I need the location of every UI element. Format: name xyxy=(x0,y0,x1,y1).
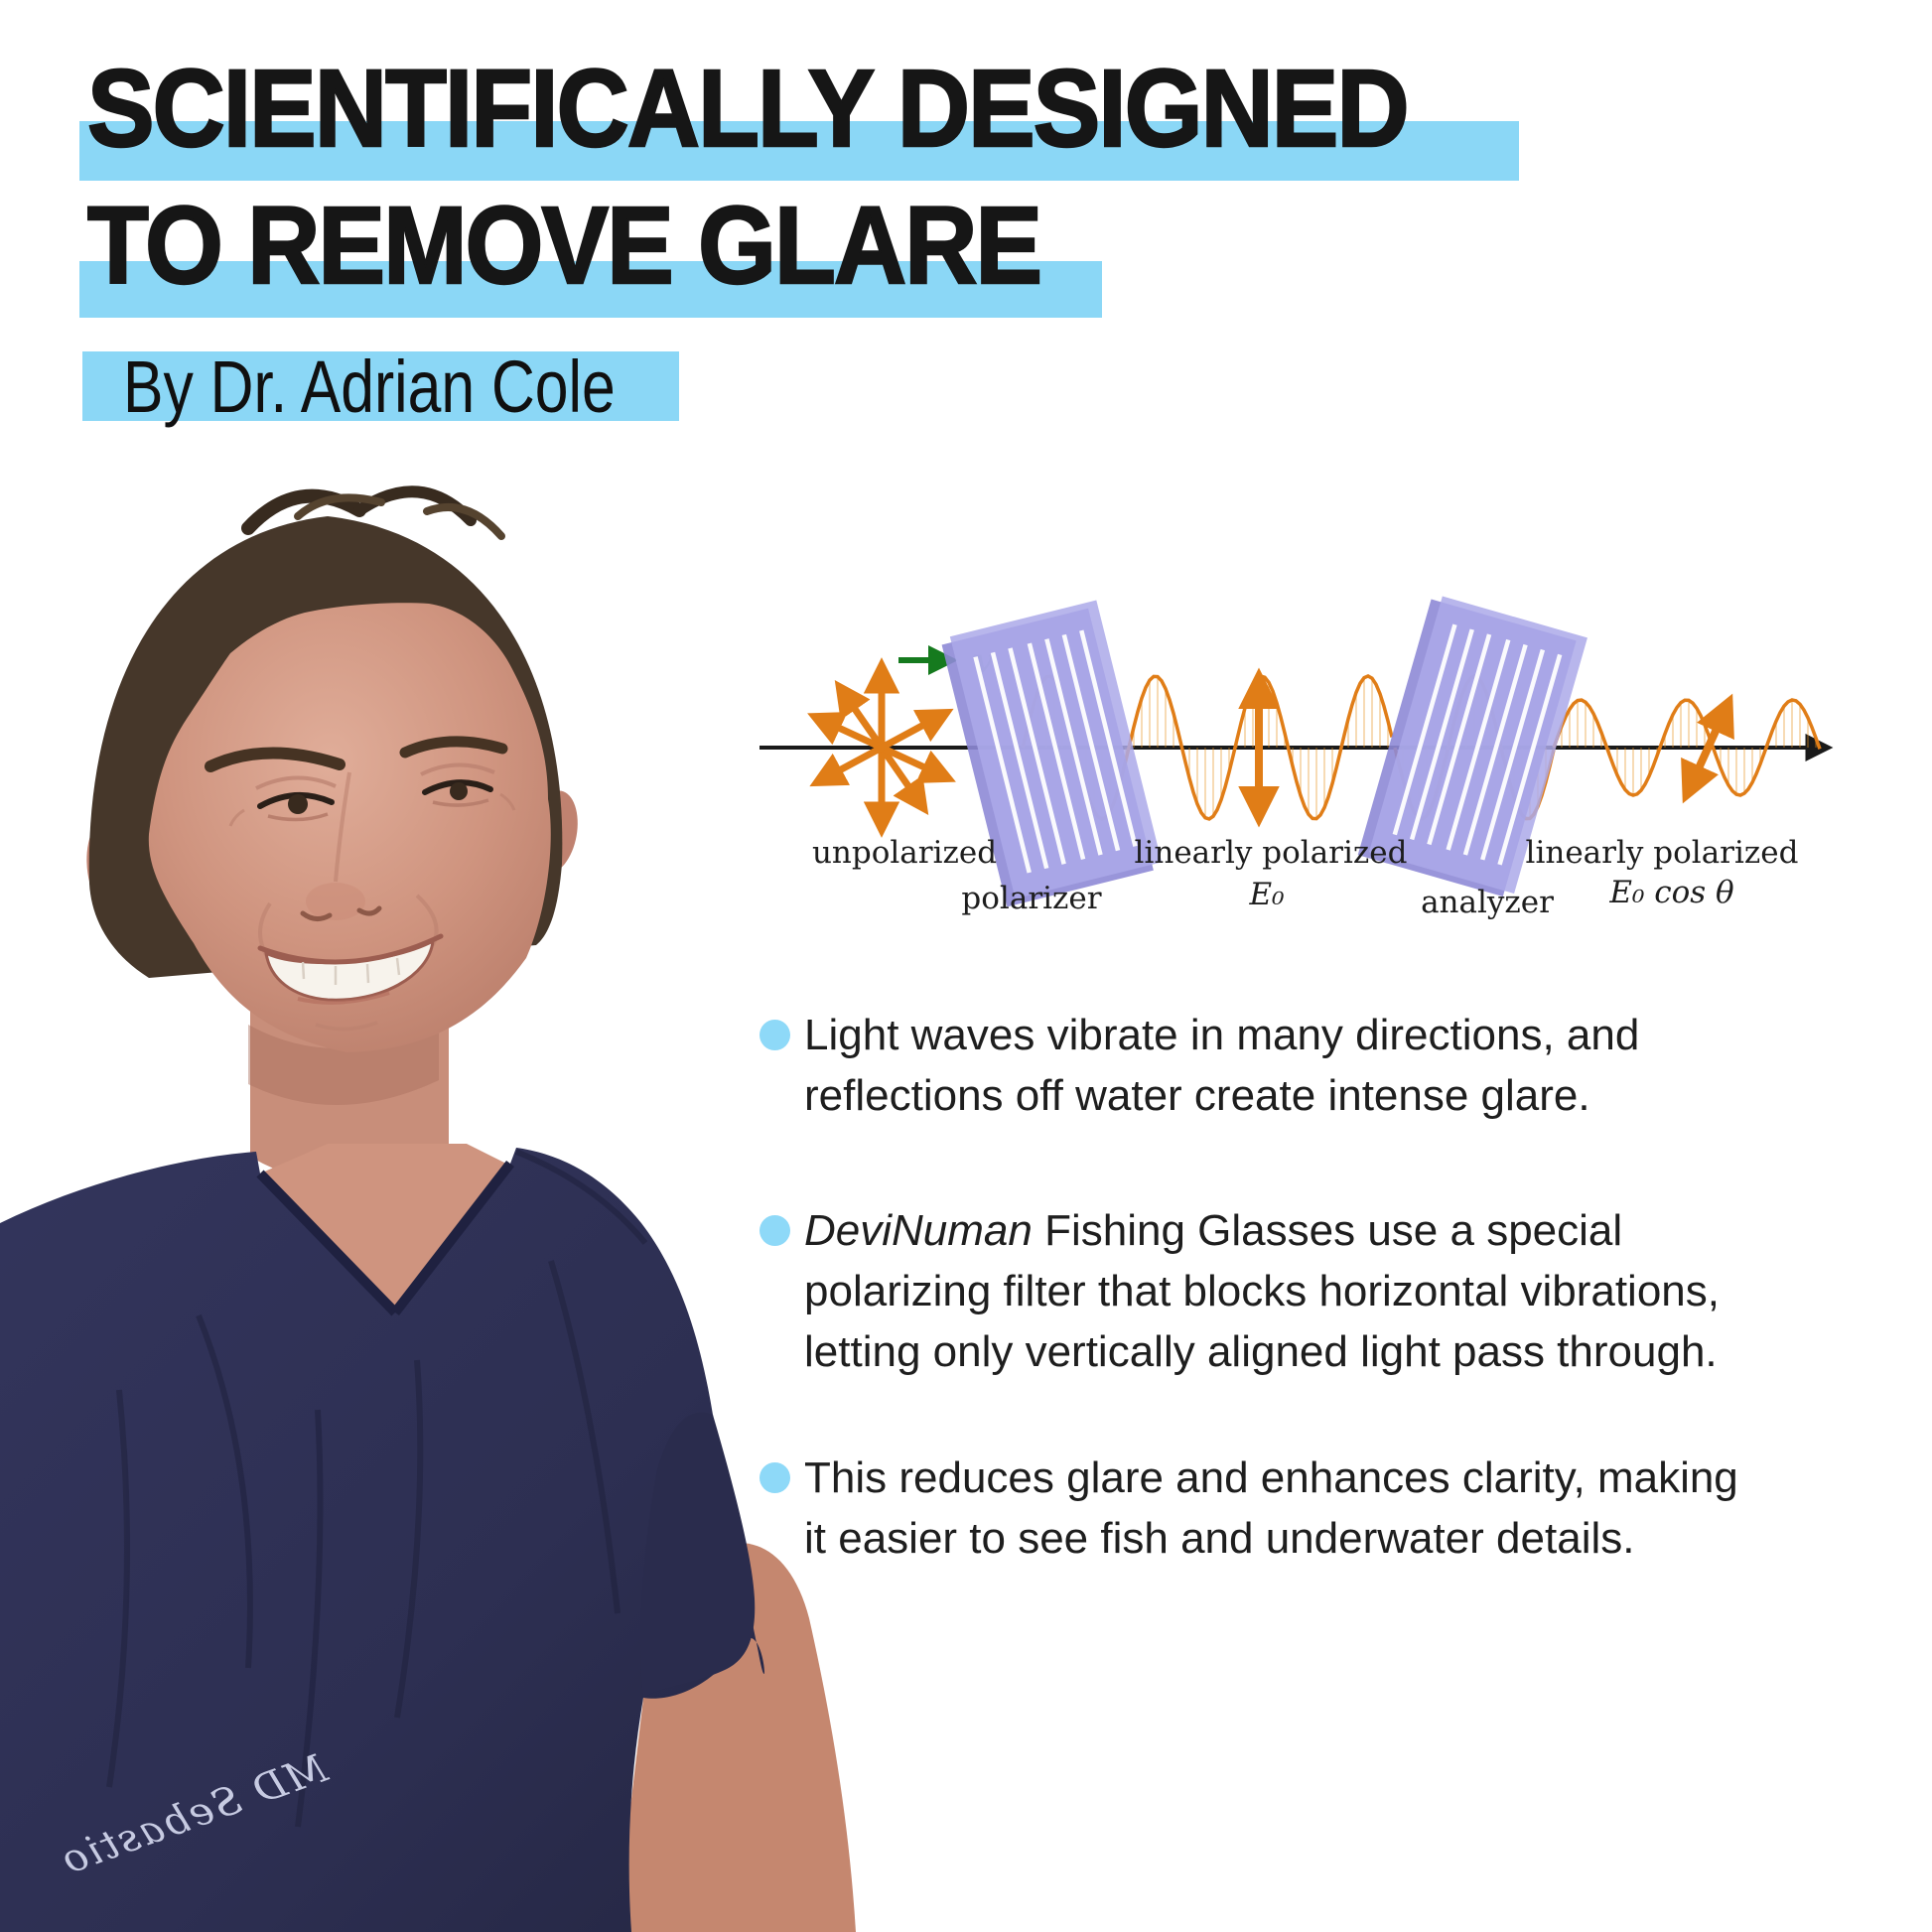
label-polarizer: polarizer xyxy=(961,881,1101,916)
e-field-arrow-tilted xyxy=(1681,693,1734,804)
bullet-item-2: DeviNuman Fishing Glasses use a special … xyxy=(759,1200,1720,1382)
label-e0-cos-theta: E₀ cos θ xyxy=(1608,875,1734,910)
bullet-2-line-2: polarizing filter that blocks horizontal… xyxy=(804,1267,1721,1315)
bullet-1-line-2: reflections off water create intense gla… xyxy=(804,1071,1590,1120)
byline-text: By Dr. Adrian Cole xyxy=(123,345,616,428)
title-highlight-bar-2 xyxy=(79,261,1102,318)
scrub-sleeve xyxy=(640,1412,756,1698)
title-highlight-bar-1 xyxy=(79,121,1519,181)
bullet-1-line-1: Light waves vibrate in many directions, … xyxy=(804,1011,1640,1059)
label-unpolarized: unpolarized xyxy=(812,835,997,871)
bullet-dot-icon xyxy=(759,1462,790,1493)
face xyxy=(148,603,551,1052)
face-features xyxy=(205,736,516,1032)
brand-name: DeviNuman xyxy=(804,1206,1033,1255)
page-title-line-1: SCIENTIFICALLY DESIGNED xyxy=(86,48,1411,170)
label-linearly-polarized-1: linearly polarized xyxy=(1135,835,1408,871)
polarizer-panel xyxy=(941,600,1163,907)
label-e0: E₀ xyxy=(1248,877,1285,912)
v-neck-trim xyxy=(256,1160,514,1316)
byline-highlight-box: By Dr. Adrian Cole xyxy=(82,345,679,428)
unpolarized-star-arrows xyxy=(807,657,956,838)
label-linearly-polarized-2: linearly polarized xyxy=(1526,835,1799,871)
bullet-dot-icon xyxy=(759,1215,790,1246)
label-analyzer: analyzer xyxy=(1421,885,1554,920)
page-title-line-2: TO REMOVE GLARE xyxy=(86,185,1043,307)
bullet-item-3: This reduces glare and enhances clarity,… xyxy=(759,1448,1738,1569)
bullet-3-line-2: it easier to see fish and underwater det… xyxy=(804,1514,1635,1563)
bullet-2-line-3: letting only vertically aligned light pa… xyxy=(804,1327,1718,1376)
bullet-dot-icon xyxy=(759,1020,790,1050)
analyzer-panel xyxy=(1357,596,1587,897)
bullet-2-line-1: DeviNuman Fishing Glasses use a special xyxy=(804,1206,1623,1255)
doctor-portrait-photo: MD Sebastio xyxy=(0,485,856,1932)
bullet-3-line-1: This reduces glare and enhances clarity,… xyxy=(804,1453,1738,1502)
bullet-item-1: Light waves vibrate in many directions, … xyxy=(759,1005,1639,1126)
fabric-folds xyxy=(106,1149,648,1828)
polarization-diagram: v unpolar xyxy=(759,596,1834,920)
chest-skin xyxy=(260,1144,512,1312)
